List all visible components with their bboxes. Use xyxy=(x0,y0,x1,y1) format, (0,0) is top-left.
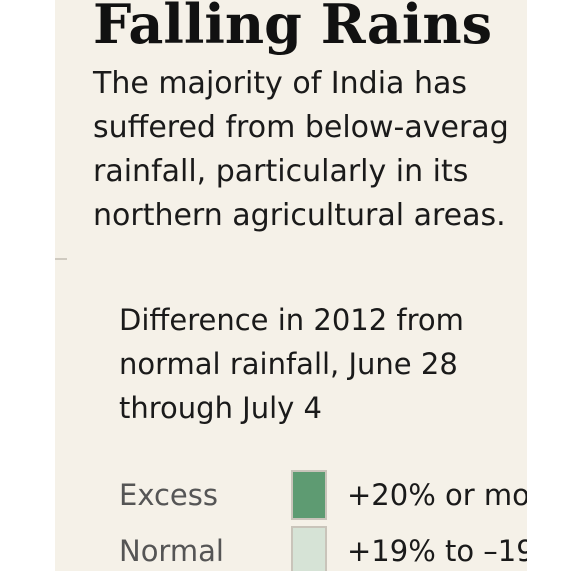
description: The majority of India has suffered from … xyxy=(93,62,527,238)
legend-item-range: +20% or more xyxy=(347,478,527,512)
legend-item-range: +19% to –19% xyxy=(347,534,527,568)
legend-item-normal: Normal +19% to –19% xyxy=(119,526,527,571)
legend-item-label: Normal xyxy=(119,534,224,568)
legend-item-excess: Excess +20% or more xyxy=(119,470,527,524)
legend-title-line: through July 4 xyxy=(119,391,322,425)
divider-mark xyxy=(55,258,67,260)
description-line: northern agricultural areas. xyxy=(93,198,506,233)
description-line: The majority of India has xyxy=(93,66,467,101)
page-title: Falling Rains xyxy=(93,0,493,56)
legend-swatch-excess xyxy=(291,470,327,520)
legend-swatch-normal xyxy=(291,526,327,571)
graphic-panel: Falling Rains The majority of India has … xyxy=(55,0,527,571)
description-line: rainfall, particularly in its xyxy=(93,154,469,189)
legend-title-line: normal rainfall, June 28 xyxy=(119,347,458,381)
legend-title: Difference in 2012 from normal rainfall,… xyxy=(119,298,464,430)
legend-title-line: Difference in 2012 from xyxy=(119,303,464,337)
description-line: suffered from below-averag xyxy=(93,110,509,145)
legend-item-label: Excess xyxy=(119,478,218,512)
